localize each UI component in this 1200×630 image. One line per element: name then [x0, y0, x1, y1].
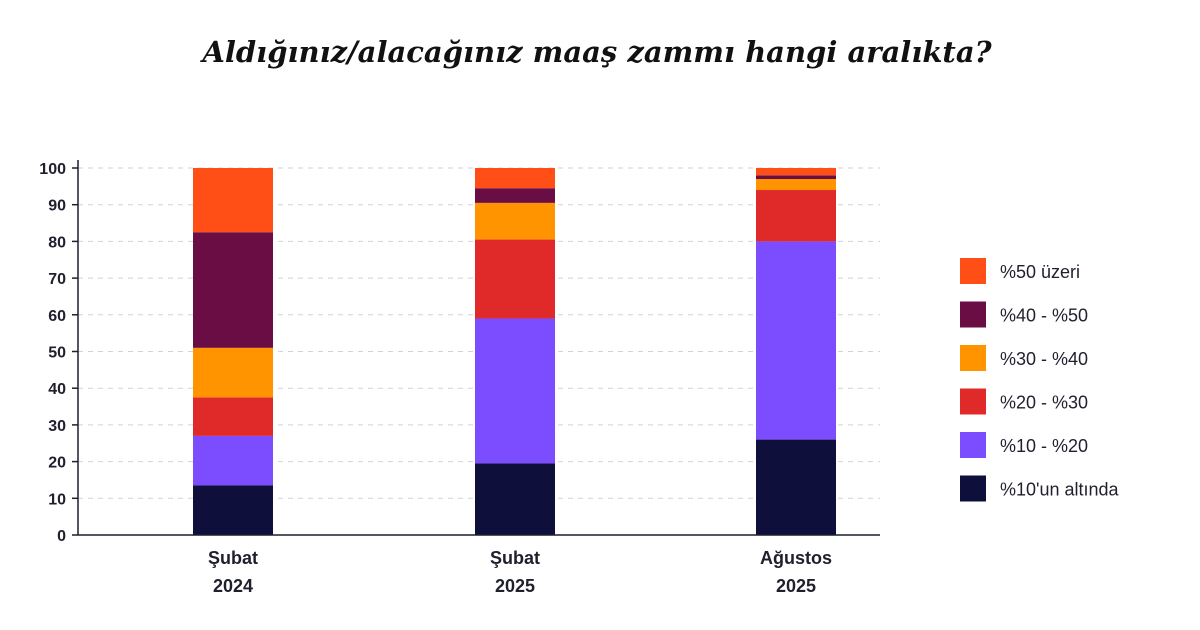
- bar-segment: [193, 397, 273, 436]
- legend-swatch: [960, 475, 986, 502]
- bar-segment: [475, 239, 555, 319]
- bar-segment: [756, 179, 836, 191]
- bar-segment: [475, 188, 555, 203]
- legend-label: %50 üzeri: [1000, 262, 1080, 282]
- bar-segment: [475, 168, 555, 189]
- chart-title: Aldığınız/alacağınız maaş zammı hangi ar…: [199, 35, 992, 69]
- axes: 0 10 20 30 40 50 60 70 80 90 100 Şubat 2024 Şubat 2025…: [39, 160, 880, 596]
- bar-segment: [193, 347, 273, 398]
- legend-swatch: [960, 432, 986, 458]
- bar-segment: [475, 202, 555, 240]
- legend-swatch: [960, 301, 986, 328]
- bar-segment: [193, 485, 273, 535]
- legend-label: %30 - %40: [1000, 349, 1088, 369]
- bars: [193, 168, 836, 535]
- x-tick-label: 2025: [495, 576, 535, 596]
- y-tick-label: 50: [48, 345, 66, 362]
- x-tick-label: 2025: [776, 576, 816, 596]
- legend-swatch: [960, 258, 986, 284]
- bar-segment: [756, 241, 836, 440]
- y-tick-label: 100: [39, 161, 66, 178]
- bar-segment: [756, 175, 836, 180]
- y-tick-label: 60: [48, 308, 66, 325]
- y-tick-label: 10: [48, 491, 66, 508]
- legend-label: %20 - %30: [1000, 393, 1088, 413]
- bar-segment: [193, 232, 273, 348]
- bar-segment: [756, 439, 836, 535]
- y-tick-label: 20: [48, 455, 66, 472]
- x-tick-label: Ağustos: [760, 548, 832, 568]
- bar-segment: [193, 435, 273, 486]
- x-tick-label: Şubat: [208, 548, 258, 568]
- x-tick-label: 2024: [213, 576, 253, 596]
- bar-segment: [193, 168, 273, 233]
- legend-swatch: [960, 345, 986, 371]
- y-tick-label: 40: [48, 381, 66, 398]
- bar-segment: [756, 168, 836, 176]
- y-tick-label: 30: [48, 418, 66, 435]
- legend-label: %10 - %20: [1000, 436, 1088, 456]
- legend-label: %10'un altında: [1000, 480, 1120, 500]
- legend-label: %40 - %50: [1000, 306, 1088, 326]
- legend-swatch: [960, 388, 986, 415]
- y-tick-label: 0: [57, 528, 66, 545]
- y-tick-label: 90: [48, 198, 66, 215]
- x-tick-label: Şubat: [490, 548, 540, 568]
- bar-segment: [475, 463, 555, 535]
- bar-segment: [475, 318, 555, 464]
- bar-segment: [756, 190, 836, 242]
- legend: %50 üzeri %40 - %50 %30 - %40 %20 - %30 %10 …: [960, 258, 1120, 502]
- y-tick-label: 80: [48, 234, 66, 251]
- y-tick-label: 70: [48, 271, 66, 288]
